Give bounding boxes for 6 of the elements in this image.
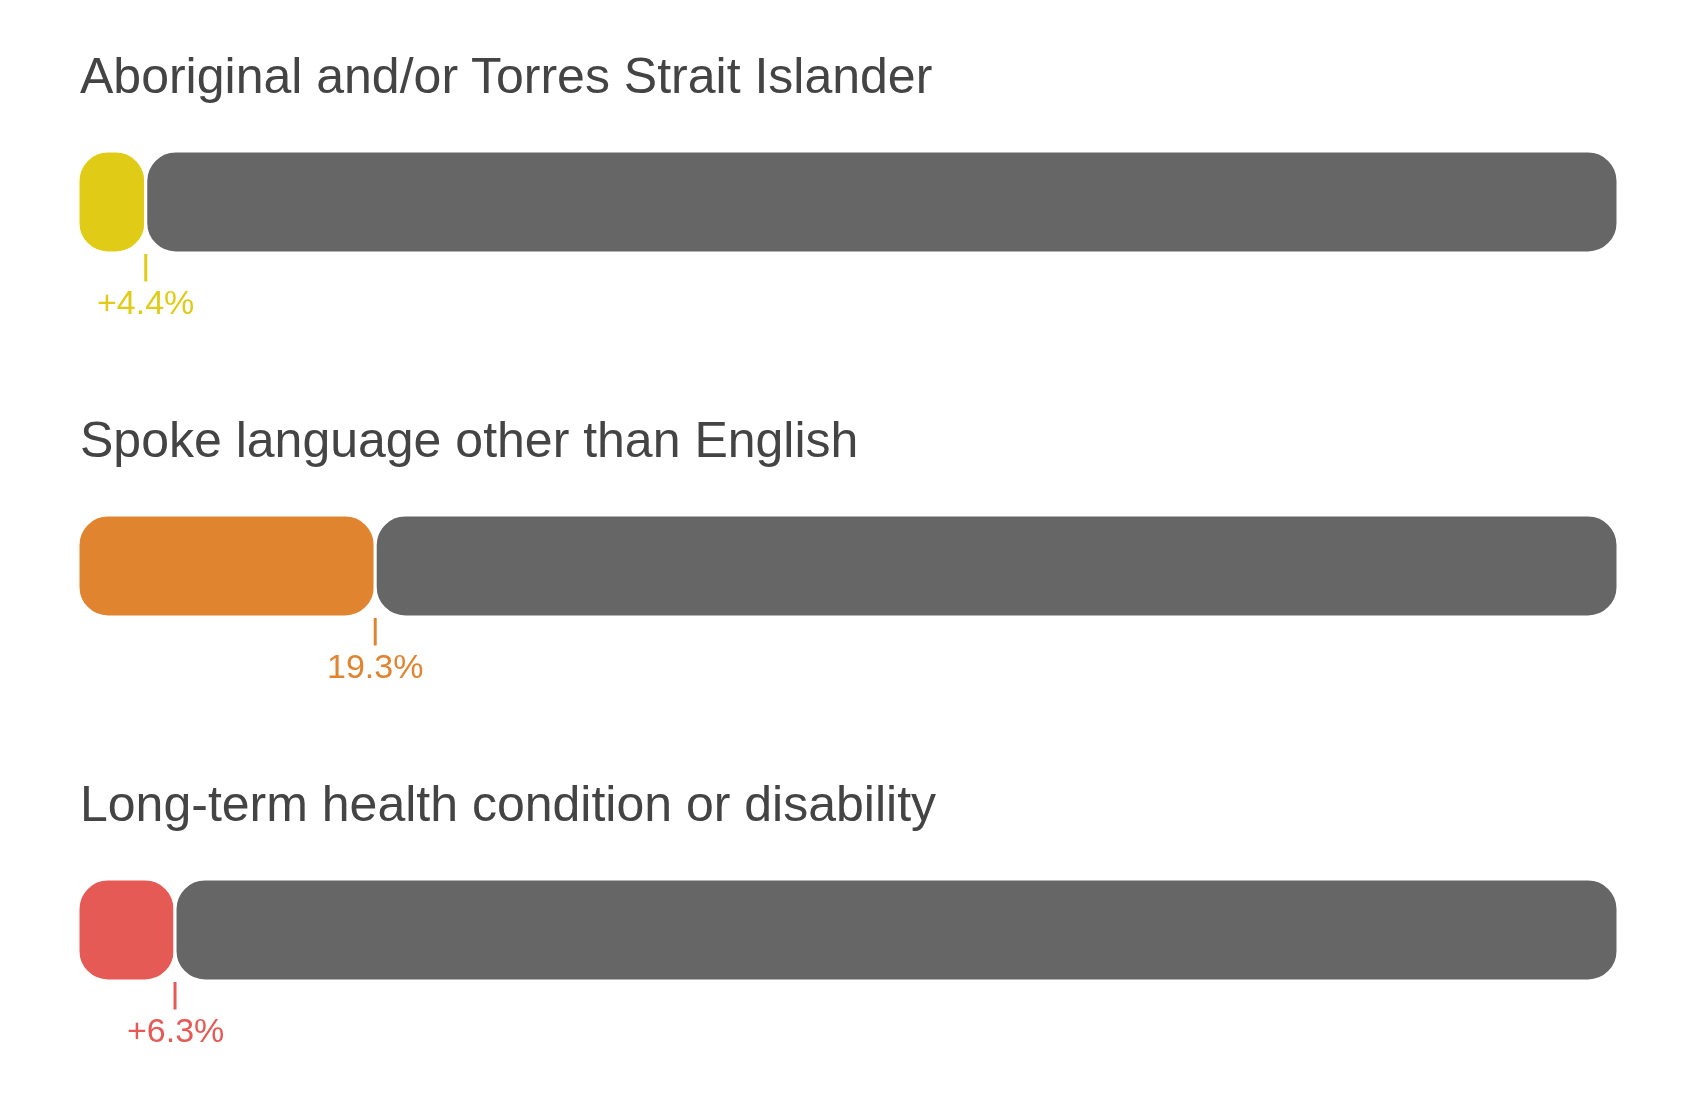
y-tick-label: Long-term health condition or disability	[80, 776, 937, 832]
data-label: +6.3%	[127, 1011, 225, 1049]
data-label: +4.4%	[97, 283, 195, 321]
y-tick-label: Spoke language other than English	[80, 412, 859, 468]
data-label: 19.3%	[327, 647, 424, 685]
y-tick-label: Aboriginal and/or Torres Strait Islander	[80, 48, 933, 104]
